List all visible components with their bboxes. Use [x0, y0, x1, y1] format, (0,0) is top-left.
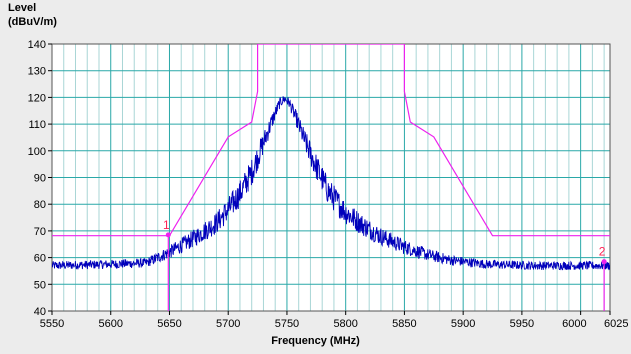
x-tick-label: 5750: [275, 318, 299, 330]
y-axis-label-unit: (dBuV/m): [8, 16, 57, 28]
x-tick-label: 5850: [392, 318, 416, 330]
marker-point-2: [601, 259, 607, 265]
y-tick-label: 120: [28, 92, 46, 104]
y-tick-label: 90: [34, 173, 46, 185]
x-tick-label: 5650: [157, 318, 181, 330]
x-tick-label: 5800: [333, 318, 357, 330]
x-tick-label: 5950: [510, 318, 534, 330]
x-tick-label: 5600: [98, 318, 122, 330]
x-tick-label: 5700: [216, 318, 240, 330]
y-tick-label: 70: [34, 226, 46, 238]
y-axis-label-level: Level: [8, 2, 37, 14]
marker-label-1: 1: [163, 218, 170, 232]
y-tick-label: 140: [28, 39, 46, 51]
y-tick-label: 40: [34, 306, 46, 318]
measured-trace: [52, 96, 610, 271]
x-tick-label: 5550: [40, 318, 64, 330]
x-axis-label: Frequency (MHz): [271, 335, 360, 347]
x-tick-label: 5900: [451, 318, 475, 330]
y-tick-label: 80: [34, 199, 46, 211]
y-tick-label: 60: [34, 253, 46, 265]
y-tick-label: 100: [28, 146, 46, 158]
x-tick-label: 6025: [604, 318, 628, 330]
y-tick-label: 50: [34, 279, 46, 291]
y-tick-label: 130: [28, 66, 46, 78]
x-tick-label: 6000: [562, 318, 586, 330]
limit-line: [52, 44, 610, 237]
y-tick-label: 110: [28, 119, 46, 131]
marker-label-2: 2: [599, 245, 606, 259]
marker-point-1: [165, 232, 171, 238]
